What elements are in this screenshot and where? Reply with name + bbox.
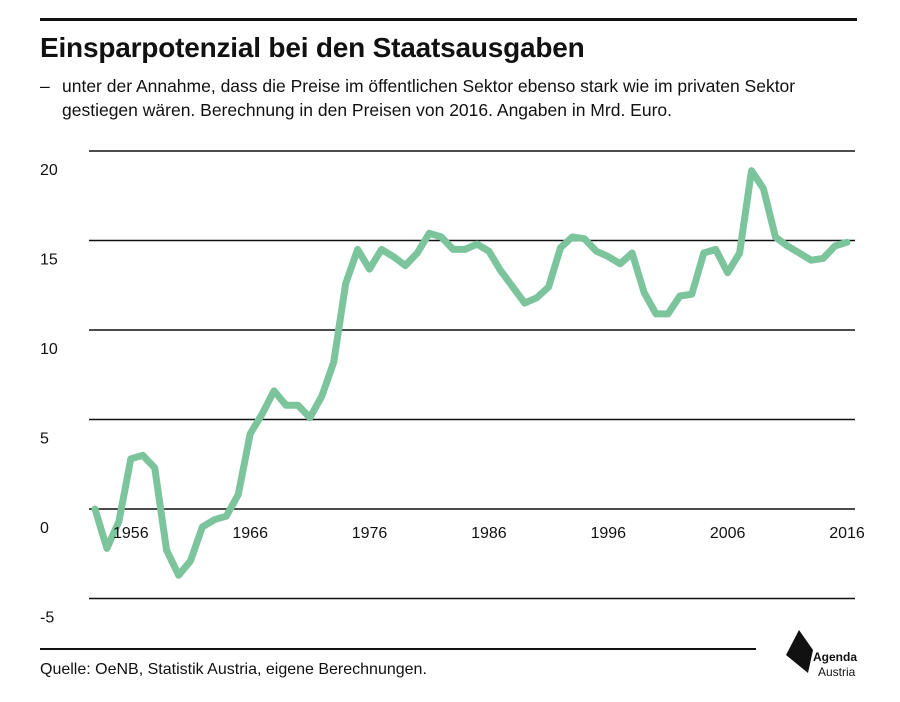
y-tick-label: 0 (40, 520, 49, 537)
logo-mark (786, 630, 813, 673)
y-tick-label: 10 (40, 341, 58, 358)
logo-text-austria: Austria (818, 665, 856, 679)
y-tick-label: 15 (40, 252, 58, 269)
bottom-rule (40, 648, 756, 650)
x-tick-label: 1966 (232, 525, 268, 542)
y-tick-label: 5 (40, 431, 49, 448)
chart-title: Einsparpotenzial bei den Staatsausgaben (40, 32, 585, 63)
subtitle-dash: – (40, 76, 50, 96)
x-tick-label: 1986 (471, 525, 507, 542)
x-tick-label: 2006 (710, 525, 746, 542)
y-tick-labels: 20 15 10 5 0 -5 (40, 162, 58, 627)
subtitle-text: unter der Annahme, dass die Preise im öf… (62, 76, 796, 120)
x-tick-labels: 1956 1966 1976 1986 1996 2006 2016 (113, 525, 865, 542)
source-note: Quelle: OeNB, Statistik Austria, eigene … (40, 661, 427, 678)
chart-subtitle: – unter der Annahme, dass die Preise im … (40, 74, 840, 122)
agenda-austria-logo (786, 630, 813, 673)
x-tick-label: 1976 (352, 525, 388, 542)
top-rule (40, 18, 857, 21)
series-group (91, 167, 851, 579)
gridlines (89, 150, 855, 600)
y-tick-label: 20 (40, 162, 58, 179)
x-tick-label: 2016 (829, 525, 865, 542)
x-tick-label: 1996 (590, 525, 626, 542)
series-line (91, 167, 851, 579)
logo-text-agenda: Agenda (813, 650, 858, 664)
y-tick-label: -5 (40, 610, 54, 627)
x-tick-label: 1956 (113, 525, 149, 542)
